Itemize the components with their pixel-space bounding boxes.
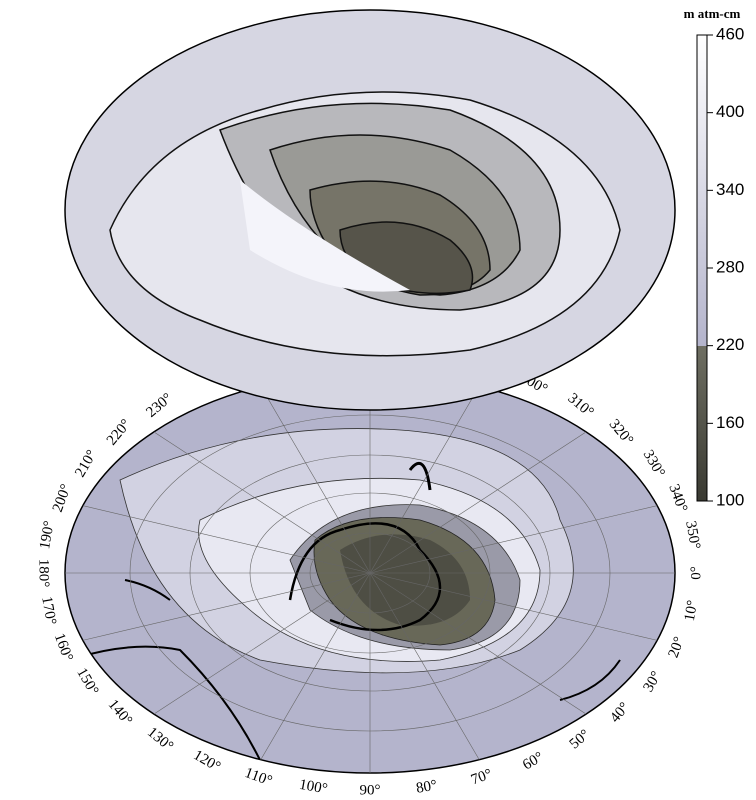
colorbar-tick-label: 340 — [716, 180, 744, 199]
longitude-label: 340° — [665, 482, 690, 514]
longitude-label: 310° — [564, 390, 596, 421]
longitude-label: 20° — [666, 635, 688, 660]
longitude-label: 0° — [688, 566, 704, 580]
colorbar-tick-label: 220 — [716, 335, 744, 354]
longitude-label: 320° — [606, 416, 637, 448]
colorbar-tick-label: 280 — [716, 257, 744, 276]
longitude-label: 50° — [567, 727, 593, 753]
colorbar: m atm-cm 100 160 220 280 340 400 460 — [684, 6, 745, 510]
colorbar-tick-label: 160 — [716, 413, 744, 432]
longitude-label: 10° — [682, 599, 701, 622]
surface-3d — [64, 9, 676, 411]
colorbar-tick-label: 400 — [716, 102, 744, 121]
longitude-label: 350° — [682, 520, 703, 551]
longitude-label: 60° — [520, 749, 546, 773]
longitude-label: 220° — [104, 416, 135, 448]
longitude-label: 200° — [50, 482, 75, 514]
longitude-label: 160° — [51, 631, 76, 663]
longitude-label: 190° — [37, 520, 58, 551]
longitude-label: 180° — [36, 559, 52, 588]
longitude-label: 210° — [72, 447, 100, 480]
longitude-label: 30° — [641, 669, 665, 695]
longitude-label: 80° — [415, 777, 438, 796]
longitude-label: 330° — [640, 447, 668, 480]
longitude-label: 120° — [190, 747, 223, 775]
longitude-label: 150° — [73, 665, 101, 698]
longitude-label: 140° — [105, 697, 136, 729]
longitude-label: 130° — [144, 724, 176, 755]
longitude-label: 110° — [242, 765, 274, 790]
colorbar-tick-label: 100 — [716, 490, 744, 509]
longitude-label: 100° — [298, 777, 329, 798]
longitude-label: 170° — [38, 595, 59, 626]
longitude-label: 40° — [607, 700, 633, 726]
flat-map — [64, 372, 676, 774]
colorbar-tick-label: 460 — [716, 24, 744, 43]
colorbar-bar — [696, 34, 708, 502]
longitude-label: 70° — [469, 766, 494, 788]
longitude-label: 90° — [360, 782, 381, 798]
colorbar-label: m atm-cm — [684, 6, 741, 21]
longitude-label: 230° — [143, 390, 175, 421]
